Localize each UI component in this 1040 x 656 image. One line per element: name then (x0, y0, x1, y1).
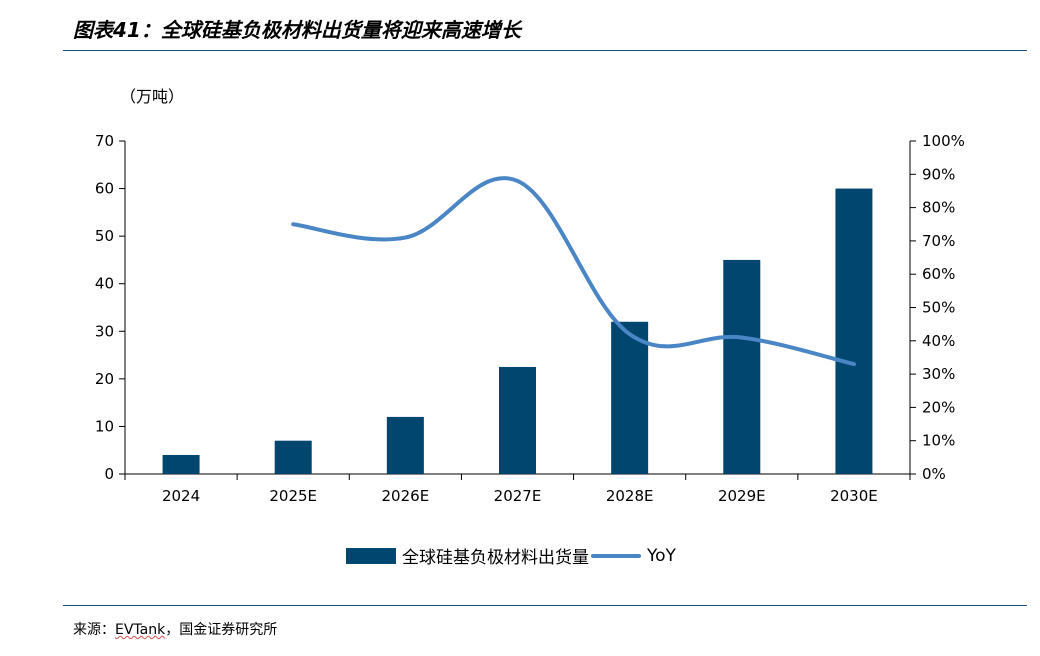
right-tick-label: 90% (922, 165, 955, 183)
right-axis: 0% 10% 20% 30% 40% 50% 60% 70% 80% 90% 100% (909, 132, 965, 483)
chart-canvas: （万吨） 0 10 20 30 40 50 60 70 0% 10% 20% 30% 40% 50% 60… (95, 87, 965, 505)
right-tick-label: 70% (922, 232, 955, 250)
right-tick-label: 80% (922, 199, 955, 217)
x-tick-label: 2026E (382, 487, 430, 505)
right-tick-label: 40% (922, 332, 955, 350)
right-tick-label: 0% (922, 465, 946, 483)
left-tick-label: 60 (95, 180, 114, 198)
x-tick-label: 2028E (606, 487, 654, 505)
legend-label-yoy: YoY (647, 545, 676, 566)
chart-legend: 全球硅基负极材料出货量 YoY (346, 543, 676, 568)
left-tick-label: 50 (95, 227, 114, 245)
yoy-line-series (291, 176, 856, 367)
chart-title: 图表41：全球硅基负极材料出货量将迎来高速增长 (73, 18, 521, 42)
legend-label-shipments: 全球硅基负极材料出货量 (402, 548, 589, 568)
x-tick-label: 2024 (162, 487, 200, 505)
bar-2027E (499, 366, 536, 474)
left-tick-label: 0 (104, 465, 114, 483)
legend-item-yoy: YoY (589, 546, 676, 566)
source-note: 来源：EVTank，国金证券研究所 (73, 619, 277, 639)
legend-swatch-bar (346, 547, 396, 564)
right-tick-label: 100% (922, 132, 965, 150)
x-tick-label: 2029E (718, 487, 766, 505)
left-tick-label: 30 (95, 322, 114, 340)
left-axis: 0 10 20 30 40 50 60 70 (95, 132, 126, 483)
source-prefix: 来源： (73, 622, 115, 638)
left-tick-label: 70 (95, 132, 114, 150)
right-tick-label: 10% (922, 432, 955, 450)
footer-divider (63, 605, 1027, 606)
x-axis: 2024 2025E 2026E 2027E 2028E 2029E 2030E (124, 473, 911, 505)
source-suffix: ，国金证券研究所 (165, 622, 278, 638)
source-name: EVTank (115, 622, 166, 638)
y-axis-unit-label: （万吨） (120, 87, 184, 106)
x-tick-label: 2030E (830, 487, 878, 505)
x-tick-label: 2025E (269, 487, 317, 505)
left-tick-label: 20 (95, 370, 114, 388)
bar-2028E (611, 321, 649, 474)
bar-2026E (386, 416, 424, 474)
yoy-line (291, 176, 856, 367)
right-tick-label: 20% (922, 398, 955, 416)
bar-2029E (723, 259, 761, 474)
right-tick-label: 50% (922, 299, 955, 317)
bar-2030E (835, 188, 873, 475)
right-tick-label: 30% (922, 365, 955, 383)
right-tick-label: 60% (922, 265, 955, 283)
left-tick-label: 40 (95, 275, 114, 293)
title-divider (63, 50, 1027, 51)
legend-swatch-line (591, 553, 641, 558)
x-tick-label: 2027E (494, 487, 542, 505)
bar-series (162, 188, 873, 475)
bar-2025E (274, 440, 312, 474)
left-tick-label: 10 (95, 417, 114, 435)
legend-item-shipments: 全球硅基负极材料出货量 (346, 543, 589, 568)
bar-2024 (162, 454, 200, 474)
